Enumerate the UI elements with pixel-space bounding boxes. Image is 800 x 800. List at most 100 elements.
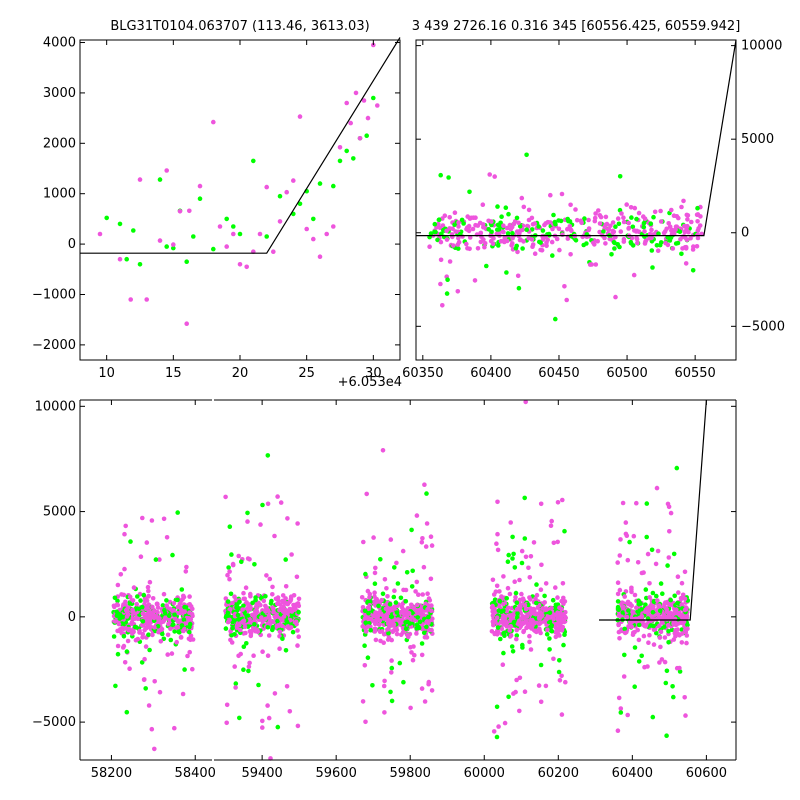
data-point	[265, 653, 271, 658]
data-point	[172, 629, 177, 634]
data-point	[244, 264, 249, 270]
data-point	[630, 224, 636, 230]
data-point	[263, 616, 268, 622]
data-point	[116, 621, 122, 627]
data-point	[675, 574, 681, 579]
data-point	[426, 679, 432, 685]
data-point	[513, 590, 519, 596]
data-point	[224, 720, 229, 726]
data-point	[270, 584, 275, 590]
data-point	[525, 223, 530, 229]
data-point	[670, 684, 675, 689]
data-point	[623, 520, 629, 525]
data-point	[641, 633, 647, 639]
data-point	[610, 220, 616, 225]
data-point	[684, 633, 690, 638]
panel-top-right: 3 439 2726.16 0.316 345 [60556.425, 6055…	[338, 19, 785, 390]
data-point	[389, 698, 395, 704]
data-point	[519, 591, 524, 597]
data-point	[508, 624, 513, 629]
data-point	[290, 629, 296, 635]
model-line	[80, 37, 401, 254]
data-point	[505, 585, 511, 591]
data-point	[532, 221, 537, 226]
data-point	[125, 605, 131, 611]
data-point	[177, 209, 183, 214]
data-point	[509, 644, 515, 649]
data-point	[695, 205, 700, 211]
data-point	[522, 536, 528, 541]
data-point	[231, 224, 236, 229]
y-tick-label: 3000	[43, 86, 76, 101]
data-point	[182, 609, 187, 615]
data-point	[517, 577, 522, 583]
data-point	[371, 95, 376, 101]
data-point	[498, 636, 503, 642]
data-point	[642, 234, 647, 239]
data-point	[467, 189, 472, 195]
data-point	[627, 619, 633, 625]
data-point	[636, 637, 642, 643]
data-point	[616, 695, 622, 701]
data-point	[237, 231, 243, 237]
data-point	[522, 603, 528, 608]
data-point	[559, 712, 565, 717]
data-point	[519, 548, 525, 554]
data-point	[680, 592, 686, 598]
data-point	[685, 217, 690, 222]
data-point	[393, 626, 398, 631]
data-point	[668, 597, 673, 603]
data-point	[245, 519, 250, 524]
x-tick-label: 59400	[241, 766, 282, 781]
data-point	[455, 242, 461, 247]
data-point	[260, 725, 265, 730]
data-point	[647, 581, 652, 586]
data-point	[543, 607, 549, 613]
data-point	[494, 541, 499, 546]
data-point	[393, 600, 399, 605]
data-point	[695, 228, 701, 233]
data-point	[514, 636, 519, 642]
data-point	[666, 555, 672, 560]
data-point	[247, 616, 252, 622]
data-point	[596, 208, 601, 213]
data-point	[370, 683, 375, 688]
data-point	[368, 627, 374, 633]
panel-bottom-ticks: 58200 58400 59400 59600 59800 60000 60200 60400…	[32, 399, 736, 781]
data-point	[135, 594, 140, 599]
data-point	[671, 213, 677, 218]
data-point	[367, 595, 372, 600]
data-point	[544, 240, 549, 245]
data-point	[275, 724, 281, 730]
data-point	[683, 261, 689, 266]
data-point	[244, 641, 249, 646]
data-point	[573, 238, 579, 243]
data-point	[296, 596, 302, 602]
data-point	[425, 606, 430, 612]
data-point	[663, 600, 668, 605]
data-point	[277, 629, 283, 635]
data-point	[615, 560, 620, 565]
data-point	[391, 622, 397, 627]
data-point	[430, 616, 435, 621]
data-point	[400, 610, 406, 616]
data-point	[136, 606, 142, 612]
data-point	[284, 619, 289, 624]
data-point	[124, 614, 130, 619]
panel-bottom-points	[111, 399, 691, 761]
data-point	[653, 561, 659, 567]
data-point	[539, 248, 545, 253]
data-point	[265, 624, 271, 630]
data-point	[137, 262, 143, 267]
data-point	[362, 608, 368, 614]
data-point	[621, 215, 626, 220]
data-point	[389, 665, 395, 671]
data-point	[395, 581, 401, 586]
data-point	[629, 624, 634, 630]
data-point	[256, 682, 261, 688]
x-tick-label: 60000	[464, 766, 505, 781]
data-point	[428, 534, 434, 539]
data-point	[227, 576, 232, 582]
data-point	[291, 178, 296, 183]
data-point	[603, 222, 608, 228]
